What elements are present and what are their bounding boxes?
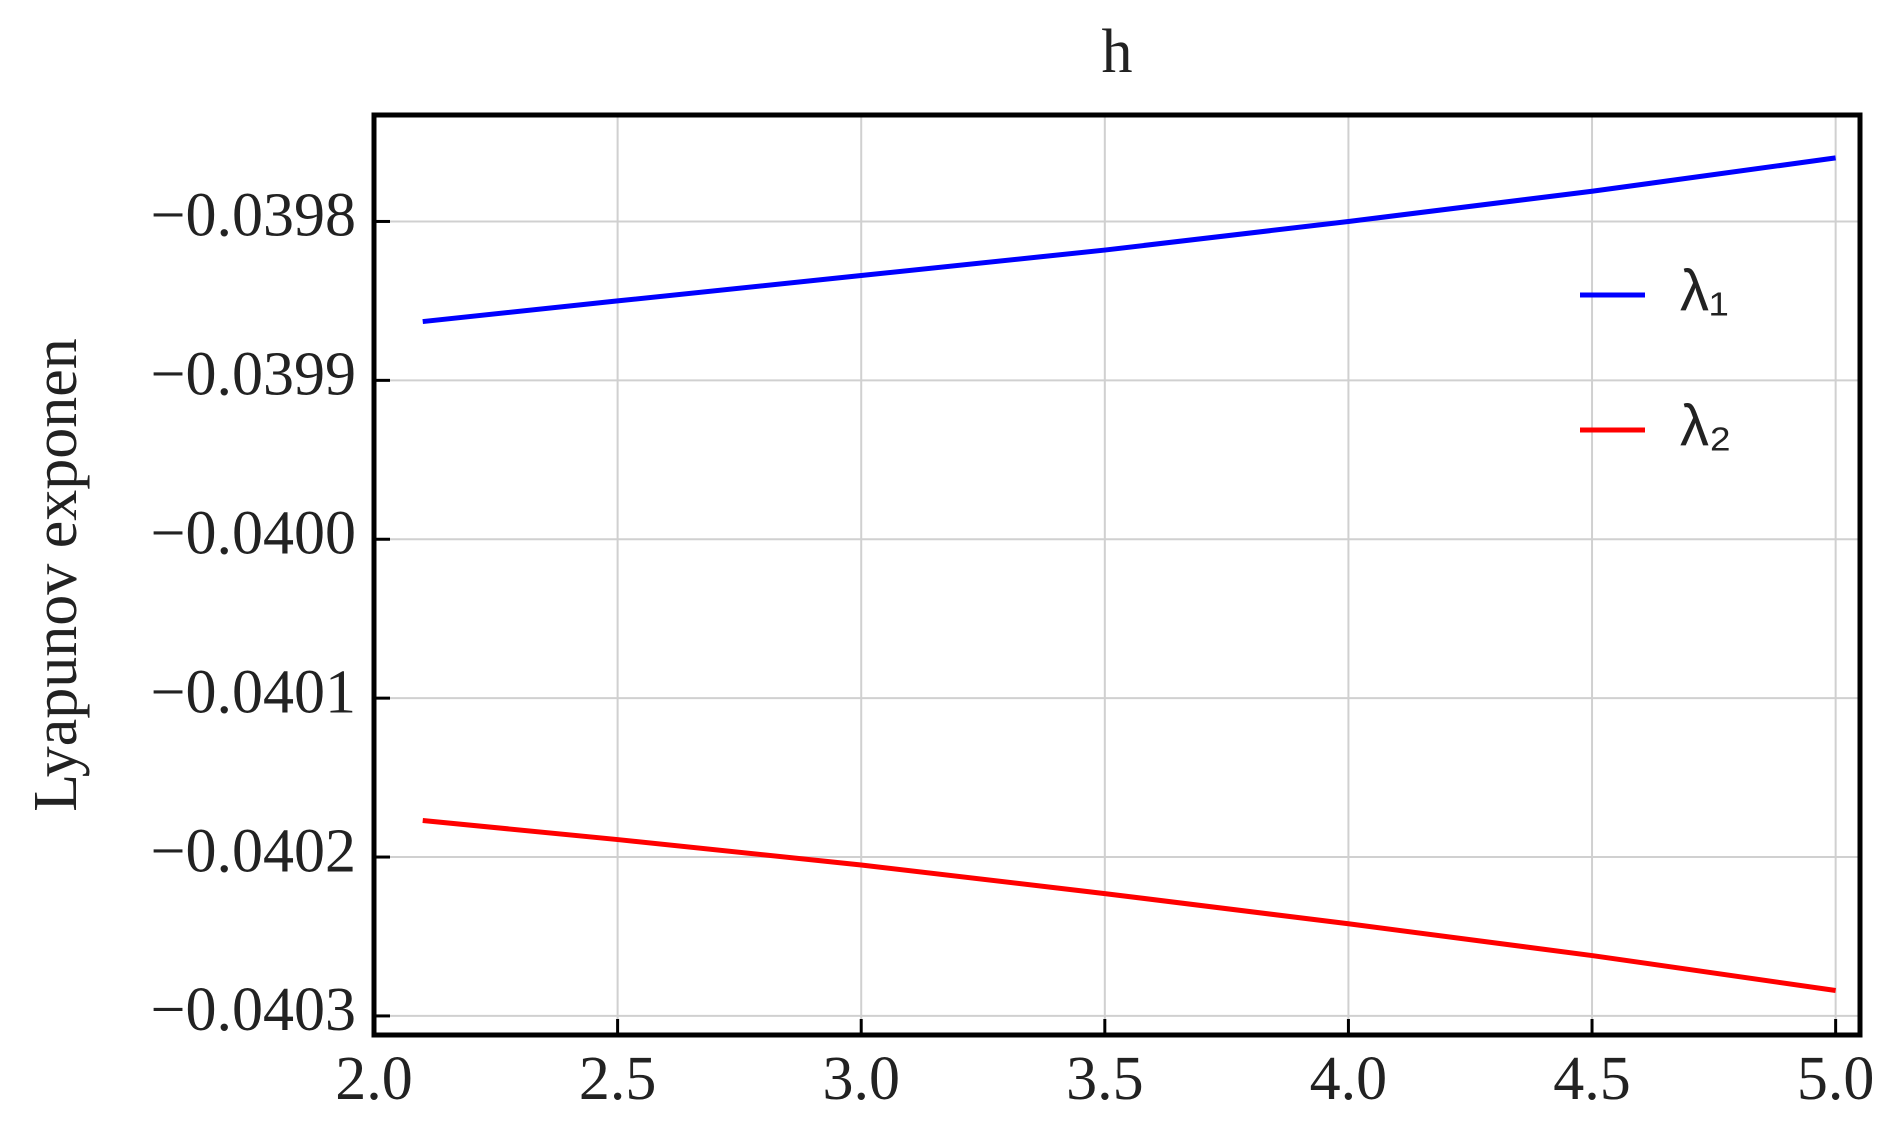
x-tick-label: 3.5: [1066, 1045, 1144, 1113]
y-tick-label: −0.0401: [151, 658, 356, 726]
y-tick-label: −0.0399: [151, 341, 356, 409]
x-tick-label: 5.0: [1797, 1045, 1875, 1113]
x-tick-label: 4.0: [1310, 1045, 1388, 1113]
legend-label: λ₁: [1680, 258, 1729, 323]
y-tick-label: −0.0402: [151, 817, 356, 885]
x-tick-label: 2.0: [335, 1045, 413, 1113]
x-tick-label: 4.5: [1553, 1045, 1631, 1113]
y-tick-label: −0.0400: [151, 499, 356, 567]
y-axis-label: Lyapunov exponen: [22, 338, 90, 812]
series-line: [422, 155, 1836, 325]
y-tick-label: −0.0398: [151, 182, 356, 250]
x-tick-label: 3.0: [822, 1045, 900, 1113]
series-line: [422, 818, 1836, 993]
plot-frame: [371, 112, 1863, 1038]
y-tick-label: −0.0403: [151, 976, 356, 1044]
x-tick-label: 2.5: [579, 1045, 657, 1113]
legend-label: λ₂: [1680, 393, 1732, 458]
chart-title: h: [1102, 18, 1133, 86]
